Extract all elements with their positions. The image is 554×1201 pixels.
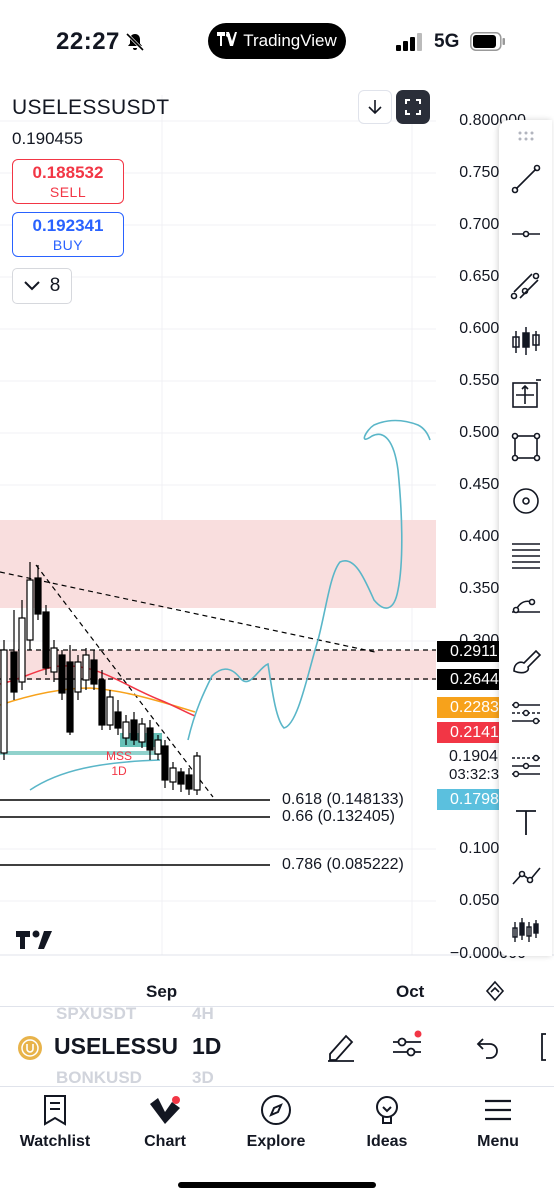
watchlist-icon — [44, 1095, 66, 1126]
drag-handle-icon[interactable] — [516, 130, 536, 142]
price-chart[interactable] — [0, 95, 554, 1005]
arrow-down-icon — [368, 100, 382, 115]
price-tag-ma-red: 0.2141 — [437, 722, 517, 743]
bar-countdown: 03:32:3 — [449, 766, 500, 783]
indicator-settings-icon[interactable] — [390, 1030, 424, 1064]
lightbulb-icon — [376, 1096, 398, 1124]
buy-button[interactable]: 0.192341 BUY — [12, 212, 124, 257]
time-axis-label: Sep — [146, 982, 178, 1001]
interval-selector[interactable]: 1D — [192, 1033, 222, 1059]
home-indicator[interactable] — [178, 1182, 376, 1188]
indicators-toggle-button[interactable]: 8 — [12, 268, 72, 304]
tab-label: Menu — [477, 1133, 519, 1150]
trend-line-icon[interactable] — [510, 163, 542, 195]
symbol-selector[interactable]: USELESSU — [54, 1033, 178, 1059]
channel-icon[interactable] — [510, 270, 542, 302]
buy-label: BUY — [52, 237, 84, 253]
tab-label: Chart — [144, 1133, 186, 1150]
supply-zone-upper — [0, 520, 436, 608]
time-axis-label: Oct — [396, 982, 425, 1001]
app-pill[interactable]: TradingView — [208, 23, 346, 59]
fib-level-label: 0.618 (0.148133) — [282, 791, 404, 808]
candles-icon[interactable] — [510, 325, 542, 357]
status-time: 22:27 — [56, 28, 120, 55]
tab-chart[interactable]: Chart — [115, 1094, 215, 1151]
coin-icon — [18, 1036, 42, 1060]
ghost-interval-bottom: 3D — [192, 1068, 214, 1087]
price-tag-ma-orange: 0.2283 — [437, 697, 517, 718]
circle-icon[interactable] — [510, 485, 542, 517]
tab-ideas[interactable]: Ideas — [337, 1094, 437, 1151]
tab-label: Watchlist — [19, 1133, 91, 1150]
tradingview-logo-icon — [217, 31, 238, 51]
tab-explore[interactable]: Explore — [226, 1094, 326, 1151]
bell-muted-icon — [125, 32, 145, 52]
fib-level-label: 0.786 (0.085222) — [282, 856, 404, 873]
mss-timeframe: 1D — [111, 764, 127, 778]
network-type: 5G — [434, 31, 460, 52]
fullscreen-button[interactable] — [396, 90, 430, 124]
tab-menu[interactable]: Menu — [448, 1094, 548, 1151]
tab-label: Ideas — [366, 1133, 408, 1150]
brush-icon[interactable] — [510, 645, 542, 677]
projection-drawing — [187, 419, 431, 741]
price-tag-zone-top: 0.2911 — [437, 641, 517, 662]
chart-bottom-toolbar — [0, 1006, 554, 1085]
tradingview-watermark-icon — [16, 930, 52, 949]
text-icon[interactable] — [510, 806, 542, 838]
sell-button[interactable]: 0.188532 SELL — [12, 159, 124, 204]
current-price-label: 0.1904 — [449, 748, 498, 765]
undo-icon[interactable] — [470, 1030, 504, 1064]
crosshair-box-icon[interactable] — [510, 378, 542, 410]
app-pill-label: TradingView — [243, 31, 337, 50]
chart-icon — [150, 1096, 180, 1124]
battery-icon — [470, 32, 505, 51]
buy-price: 0.192341 — [32, 216, 104, 235]
parallel-lines-icon[interactable] — [510, 697, 542, 729]
mss-annotation: MSS 1D — [106, 749, 132, 779]
fib-levels-icon[interactable] — [510, 538, 542, 570]
tab-bar — [0, 1086, 554, 1201]
ghost-interval-top: 4H — [192, 1004, 214, 1023]
pitchfork-icon[interactable] — [510, 590, 542, 622]
symbol-title[interactable]: USELESSUSDT — [12, 96, 170, 119]
chevron-down-icon — [23, 281, 40, 291]
hamburger-icon — [485, 1099, 511, 1121]
long-position-icon[interactable] — [510, 914, 542, 946]
indicators-count: 8 — [49, 275, 61, 296]
sell-label: SELL — [49, 184, 87, 200]
price-tag-ma-cyan: 0.1798 — [437, 789, 517, 810]
sell-price: 0.188532 — [32, 163, 104, 182]
compass-icon — [261, 1095, 291, 1125]
mss-text: MSS — [106, 749, 133, 763]
scroll-to-latest-button[interactable] — [358, 90, 392, 124]
signal-icon — [396, 33, 422, 51]
fib-level-label: 0.66 (0.132405) — [282, 808, 395, 825]
horizontal-line-icon[interactable] — [510, 218, 542, 250]
last-price: 0.190455 — [12, 129, 83, 148]
ghost-symbol-bottom: BONKUSD — [56, 1068, 142, 1087]
path-icon[interactable] — [510, 860, 542, 892]
fullscreen-icon — [405, 99, 421, 115]
price-tag-zone-bottom: 0.2644 — [437, 669, 517, 690]
go-to-date-icon[interactable] — [484, 980, 506, 1002]
rectangle-icon[interactable] — [510, 431, 542, 463]
tab-label: Explore — [246, 1133, 306, 1150]
ghost-symbol-top: SPXUSDT — [56, 1004, 137, 1023]
pen-icon[interactable] — [324, 1030, 358, 1064]
more-tools-icon[interactable] — [534, 1030, 554, 1064]
tab-watchlist[interactable]: Watchlist — [5, 1094, 105, 1151]
gann-icon[interactable] — [510, 750, 542, 782]
